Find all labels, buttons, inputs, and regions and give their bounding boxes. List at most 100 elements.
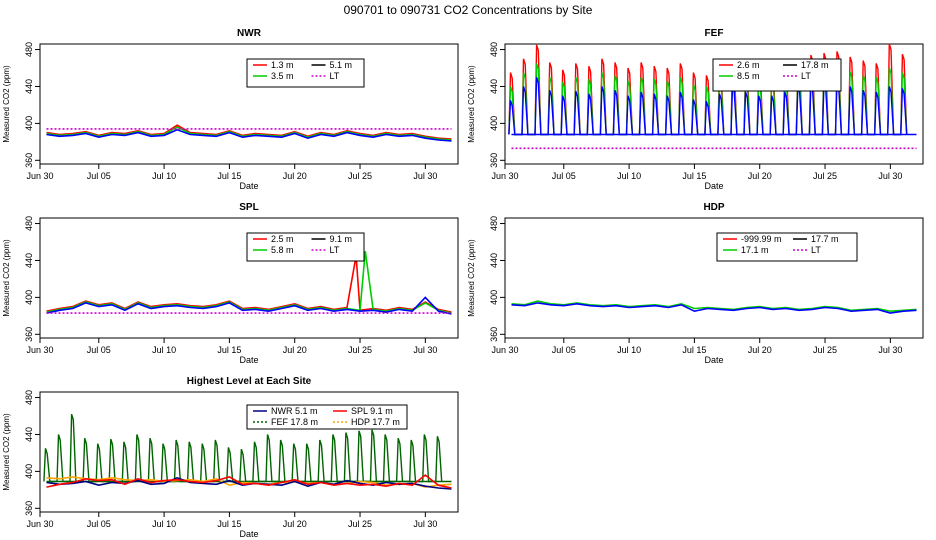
panel-title-spl: SPL — [239, 202, 258, 213]
x-tick-label-nwr: Jul 30 — [413, 171, 437, 181]
x-tick-label-highest: Jul 20 — [283, 519, 307, 529]
series-hdp-17-1-m — [511, 300, 917, 313]
x-tick-label-spl: Jul 30 — [413, 345, 437, 355]
y-axis-label-highest: Measured CO2 (ppm) — [2, 413, 11, 491]
y-tick-label-hdp: 480 — [489, 216, 499, 231]
y-tick-label-spl: 400 — [24, 290, 34, 305]
y-axis-label-nwr: Measured CO2 (ppm) — [2, 65, 11, 143]
legend-label-nwr: LT — [330, 71, 340, 81]
x-tick-label-highest: Jun 30 — [26, 519, 53, 529]
x-axis-label-spl: Date — [239, 355, 258, 365]
y-tick-label-nwr: 360 — [24, 153, 34, 168]
y-tick-label-nwr: 480 — [24, 42, 34, 57]
legend-box-spl — [246, 232, 365, 262]
legend-box-nwr — [246, 58, 365, 88]
legend-highest: NWR 5.1 m SPL 9.1 m FEF 17.8 m HDP 17.7 m — [246, 404, 408, 430]
legend-nwr: 1.3 m 5.1 m 3.5 m LT — [246, 58, 365, 88]
legend-label-highest: SPL 9.1 m — [351, 406, 393, 416]
y-tick-label-fef: 360 — [489, 153, 499, 168]
y-tick-label-spl: 440 — [24, 253, 34, 268]
x-tick-label-hdp: Jul 20 — [748, 345, 772, 355]
legend-label-hdp: LT — [811, 245, 821, 255]
y-tick-label-spl: 480 — [24, 216, 34, 231]
y-axis-label-hdp: Measured CO2 (ppm) — [467, 239, 476, 317]
plot-frame-highest — [39, 391, 459, 513]
y-tick-label-highest: 480 — [24, 390, 34, 405]
legend-label-highest: HDP 17.7 m — [351, 417, 400, 427]
legend-box-highest — [246, 404, 408, 430]
legend-spl: 2.5 m 9.1 m 5.8 m LT — [246, 232, 365, 262]
x-tick-label-fef: Jul 15 — [682, 171, 706, 181]
panel-title-highest: Highest Level at Each Site — [187, 376, 312, 387]
x-tick-label-highest: Jul 05 — [87, 519, 111, 529]
x-tick-label-nwr: Jul 20 — [283, 171, 307, 181]
series-spl-2-5-m — [46, 255, 452, 313]
legend-label-nwr: 1.3 m — [271, 60, 294, 70]
y-tick-label-highest: 440 — [24, 427, 34, 442]
y-tick-label-fef: 440 — [489, 79, 499, 94]
legend-label-spl: 5.8 m — [271, 245, 294, 255]
series-nwr-1-3-m — [46, 124, 452, 140]
legend-label-nwr: 5.1 m — [330, 60, 353, 70]
x-tick-label-nwr: Jul 15 — [217, 171, 241, 181]
x-tick-label-hdp: Jul 25 — [813, 345, 837, 355]
x-tick-label-spl: Jul 05 — [87, 345, 111, 355]
x-tick-label-fef: Jul 05 — [552, 171, 576, 181]
plot-frame-fef — [504, 43, 924, 165]
x-tick-label-highest: Jul 15 — [217, 519, 241, 529]
x-tick-label-fef: Jul 30 — [878, 171, 902, 181]
series-hdp-17-7-m — [511, 302, 917, 314]
y-tick-label-highest: 400 — [24, 464, 34, 479]
series-spl-9-1-m — [46, 296, 452, 315]
legend-label-hdp: 17.7 m — [811, 234, 839, 244]
x-tick-label-spl: Jul 10 — [152, 345, 176, 355]
x-tick-label-fef: Jun 30 — [491, 171, 518, 181]
y-tick-label-spl: 360 — [24, 327, 34, 342]
y-axis-label-fef: Measured CO2 (ppm) — [467, 65, 476, 143]
series-highest-fef-17-8-m-peaks- — [43, 413, 443, 483]
y-tick-label-hdp: 440 — [489, 253, 499, 268]
legend-box-fef — [712, 58, 842, 92]
x-tick-label-hdp: Jul 05 — [552, 345, 576, 355]
legend-label-fef: 2.6 m — [737, 60, 760, 70]
x-axis-label-fef: Date — [704, 181, 723, 191]
legend-label-nwr: 3.5 m — [271, 71, 294, 81]
x-tick-label-nwr: Jun 30 — [26, 171, 53, 181]
x-tick-label-fef: Jul 20 — [748, 171, 772, 181]
plot-frame-nwr — [39, 43, 459, 165]
legend-label-spl: LT — [330, 245, 340, 255]
panel-spl: SPL Jun 30 Jul 05 Jul 10 Jul 15 Jul 20 Jul 25 J… — [2, 202, 459, 365]
x-tick-label-hdp: Jul 15 — [682, 345, 706, 355]
legend-label-hdp: 17.1 m — [741, 245, 769, 255]
legend-label-hdp: -999.99 m — [741, 234, 782, 244]
y-tick-label-fef: 400 — [489, 116, 499, 131]
legend-hdp: -999.99 m 17.7 m 17.1 m LT — [716, 232, 858, 262]
series-fef-8-5-m-peaks- — [508, 63, 908, 136]
panel-nwr: NWR Jun 30 Jul 05 Jul 10 Jul 15 Jul 20 Jul 25 J… — [2, 28, 459, 191]
x-axis-label-hdp: Date — [704, 355, 723, 365]
x-tick-label-nwr: Jul 25 — [348, 171, 372, 181]
legend-label-highest: FEF 17.8 m — [271, 417, 318, 427]
x-axis-label-nwr: Date — [239, 181, 258, 191]
series-nwr-3-5-m — [46, 126, 452, 141]
series-highest-hdp-17-7-m — [46, 476, 452, 488]
plot-frame-spl — [39, 217, 459, 339]
y-tick-label-nwr: 440 — [24, 79, 34, 94]
x-tick-label-nwr: Jul 10 — [152, 171, 176, 181]
series-fef-17-8-m-peaks- — [508, 76, 908, 136]
y-tick-label-hdp: 360 — [489, 327, 499, 342]
x-tick-label-fef: Jul 10 — [617, 171, 641, 181]
main-title: 090701 to 090731 CO2 Concentrations by S… — [344, 3, 593, 17]
x-axis-label-highest: Date — [239, 529, 258, 539]
legend-fef: 2.6 m 17.8 m 8.5 m LT — [712, 58, 842, 92]
legend-label-highest: NWR 5.1 m — [271, 406, 318, 416]
legend-label-fef: LT — [801, 71, 811, 81]
x-tick-label-hdp: Jul 30 — [878, 345, 902, 355]
x-tick-label-spl: Jul 20 — [283, 345, 307, 355]
panel-hdp: HDP Jun 30 Jul 05 Jul 10 Jul 15 Jul 20 Jul 25 J… — [467, 202, 924, 365]
y-tick-label-nwr: 400 — [24, 116, 34, 131]
x-tick-label-hdp: Jul 10 — [617, 345, 641, 355]
y-axis-label-spl: Measured CO2 (ppm) — [2, 239, 11, 317]
x-tick-label-hdp: Jun 30 — [491, 345, 518, 355]
